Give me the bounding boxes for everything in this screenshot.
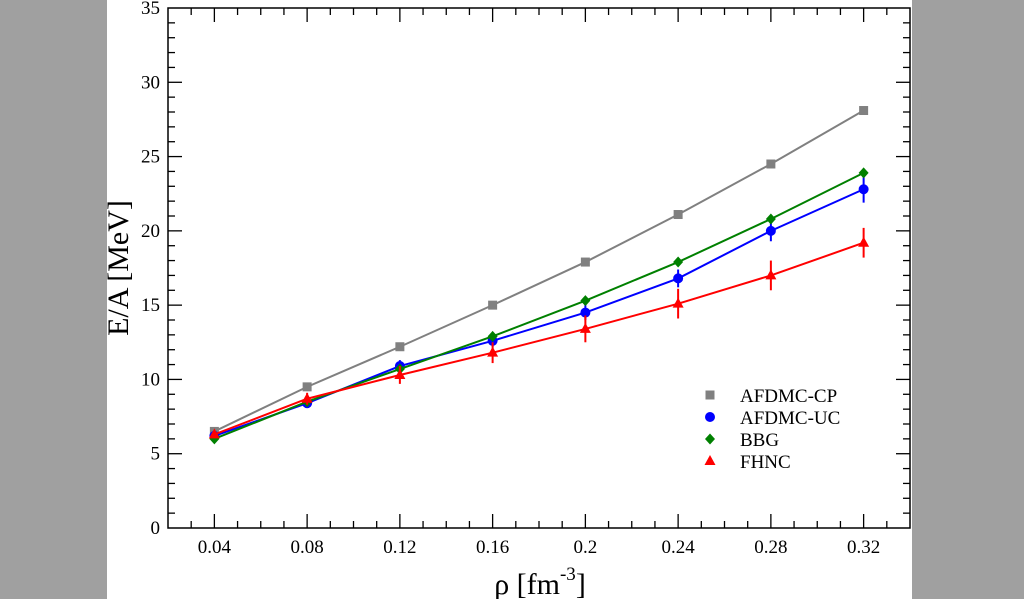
data-point <box>859 106 869 116</box>
data-point <box>488 300 498 310</box>
x-tick-label: 0.16 <box>476 537 509 558</box>
legend-marker <box>705 433 715 445</box>
legend-label: FHNC <box>740 452 791 473</box>
x-tick-label: 0.2 <box>574 537 598 558</box>
y-tick-label: 15 <box>141 295 160 316</box>
data-point <box>580 307 591 318</box>
series-fhnc <box>208 227 870 439</box>
series-line <box>214 241 864 436</box>
data-point <box>765 213 776 225</box>
data-point <box>301 392 313 403</box>
x-tick-label: 0.08 <box>291 537 324 558</box>
data-point <box>302 382 312 392</box>
data-point <box>673 273 684 284</box>
y-axis-label: E/A [MeV] <box>102 200 135 336</box>
y-tick-label: 5 <box>151 444 161 465</box>
legend-marker <box>705 390 715 400</box>
y-tick-label: 0 <box>151 518 161 539</box>
legend-label: BBG <box>740 430 779 451</box>
data-point <box>858 184 869 195</box>
legend-label: AFDMC-CP <box>740 386 837 407</box>
data-point <box>580 257 590 267</box>
series-line <box>213 109 865 433</box>
x-tick-label: 0.28 <box>754 537 787 558</box>
data-point <box>487 346 499 357</box>
x-axis-label: ρ [fm-3] <box>494 564 586 599</box>
data-point <box>766 159 776 169</box>
data-point <box>765 269 777 280</box>
data-point <box>858 236 870 247</box>
y-tick-label: 25 <box>141 147 160 168</box>
x-tick-label: 0.04 <box>198 537 232 558</box>
y-tick-label: 10 <box>141 369 160 390</box>
series-bbg <box>209 167 869 445</box>
x-tick-label: 0.24 <box>662 537 696 558</box>
y-tick-label: 30 <box>141 72 160 93</box>
legend-marker <box>705 412 715 422</box>
data-point <box>673 256 684 268</box>
legend-label: AFDMC-UC <box>740 408 840 429</box>
data-point <box>858 167 869 179</box>
series-line <box>214 172 865 440</box>
data-point <box>395 342 405 352</box>
data-point <box>208 428 220 439</box>
x-tick-label: 0.32 <box>847 537 880 558</box>
data-point <box>487 330 498 342</box>
data-point <box>672 297 684 308</box>
y-tick-label: 35 <box>141 0 160 19</box>
legend-marker <box>704 455 716 465</box>
data-point <box>579 322 591 333</box>
data-point <box>673 210 683 220</box>
data-point <box>765 225 776 236</box>
plot-frame <box>167 7 911 529</box>
figure-panel <box>107 0 912 599</box>
data-point <box>394 368 406 379</box>
data-point <box>580 295 591 307</box>
y-tick-label: 20 <box>141 221 160 242</box>
x-tick-label: 0.12 <box>383 537 416 558</box>
